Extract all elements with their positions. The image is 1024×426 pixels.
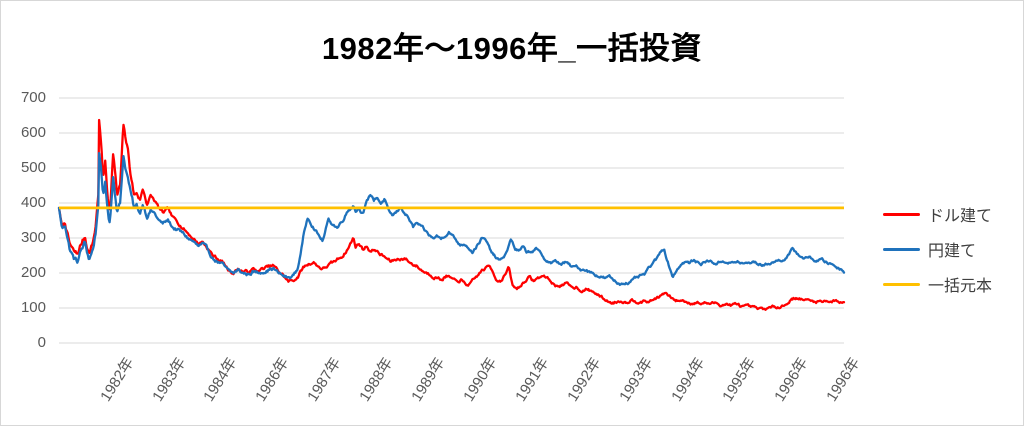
legend: ドル建て円建て一括元本	[883, 203, 992, 308]
y-axis-tick-label: 300	[20, 229, 46, 246]
dollar-line-swatch-icon	[883, 212, 920, 216]
y-axis-tick-label: 400	[20, 194, 46, 211]
y-axis-tick-label: 700	[20, 89, 46, 106]
legend-label: ドル建て	[928, 208, 993, 225]
y-axis-tick-label: 200	[20, 264, 46, 281]
legend-label: 一括元本	[928, 278, 993, 295]
y-axis-tick-label: 500	[20, 159, 46, 176]
legend-item-principal: 一括元本	[883, 273, 992, 295]
legend-item-yen: 円建て	[883, 238, 992, 260]
dollar-series-line	[57, 118, 846, 311]
yen-series-line	[57, 152, 846, 287]
y-axis-tick-label: 100	[20, 299, 46, 316]
y-axis-tick-label: 0	[37, 334, 46, 351]
legend-label: 円建て	[928, 243, 977, 260]
legend-item-dollar: ドル建て	[883, 203, 992, 225]
y-axis-tick-label: 600	[20, 124, 46, 141]
chart-title: 1982年〜1996年_一括投資	[321, 31, 703, 66]
principal-line-swatch-icon	[883, 282, 920, 286]
yen-line-swatch-icon	[883, 247, 920, 251]
